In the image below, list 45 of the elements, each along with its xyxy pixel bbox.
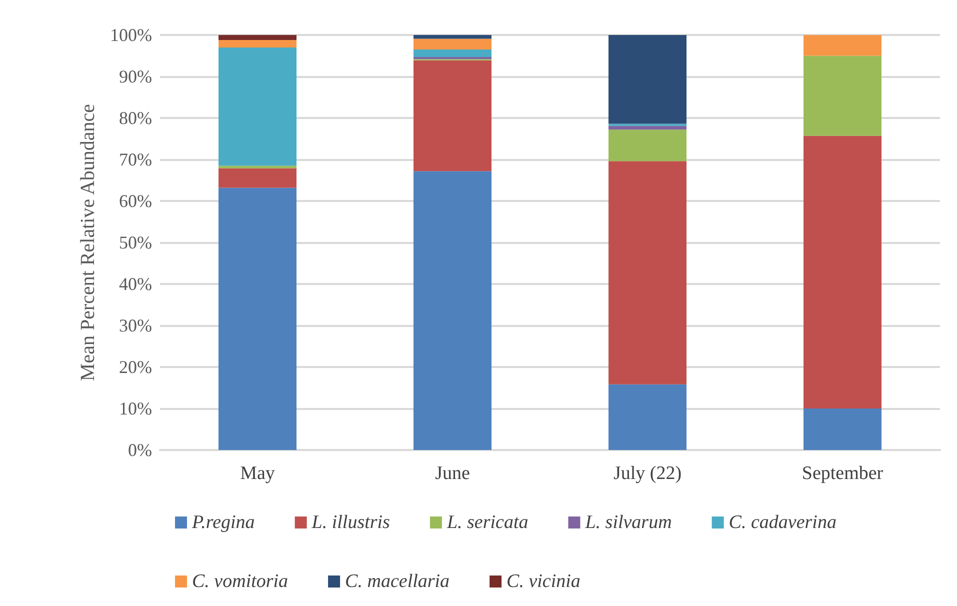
- y-tick-label: 10%: [119, 398, 152, 418]
- y-tick-label: 60%: [119, 191, 152, 211]
- legend-label: C. vicinia: [506, 571, 580, 592]
- bar: [414, 56, 492, 60]
- legend-label: P.regina: [191, 512, 255, 533]
- bar: [608, 126, 686, 130]
- y-tick-label: 50%: [119, 232, 152, 252]
- bar: [608, 384, 686, 450]
- bar: [804, 56, 882, 136]
- bar: [218, 47, 296, 166]
- bar: [218, 188, 296, 450]
- legend-label: C. vomitoria: [192, 571, 288, 592]
- bar: [414, 38, 492, 50]
- y-tick-label: 70%: [119, 150, 152, 170]
- bar: [804, 35, 882, 56]
- x-tick-label: June: [435, 463, 470, 484]
- bar: [804, 136, 882, 408]
- bar: [608, 161, 686, 384]
- bar: [804, 408, 882, 450]
- bar: [218, 40, 296, 48]
- y-tick-label: 40%: [119, 274, 152, 294]
- bar: [414, 50, 492, 57]
- y-tick-label: 0%: [128, 440, 152, 460]
- y-tick-label: 20%: [119, 357, 152, 377]
- y-tick-label: 80%: [119, 108, 152, 128]
- bar: [608, 130, 686, 162]
- legend-label: C. cadaverina: [728, 512, 836, 533]
- bar: [218, 166, 296, 168]
- x-tick-label: September: [802, 463, 884, 484]
- x-tick-label: May: [240, 463, 276, 484]
- x-tick-label: July (22): [613, 463, 682, 484]
- bar: [218, 168, 296, 188]
- legend-label: L. illustris: [310, 512, 390, 533]
- y-tick-label: 100%: [110, 25, 152, 45]
- bar: [414, 171, 492, 450]
- bar: [218, 35, 296, 40]
- legend-label: C. macellaria: [345, 571, 450, 592]
- y-tick-label: 90%: [119, 66, 152, 86]
- y-axis-title: Mean Percent Relative Abundance: [77, 104, 99, 382]
- bar: [608, 35, 686, 124]
- legend-label: L. sericata: [446, 512, 528, 533]
- bar: [414, 60, 492, 172]
- y-tick-label: 30%: [119, 316, 152, 336]
- bar: [414, 35, 492, 39]
- legend-label: L. silvarum: [584, 512, 672, 533]
